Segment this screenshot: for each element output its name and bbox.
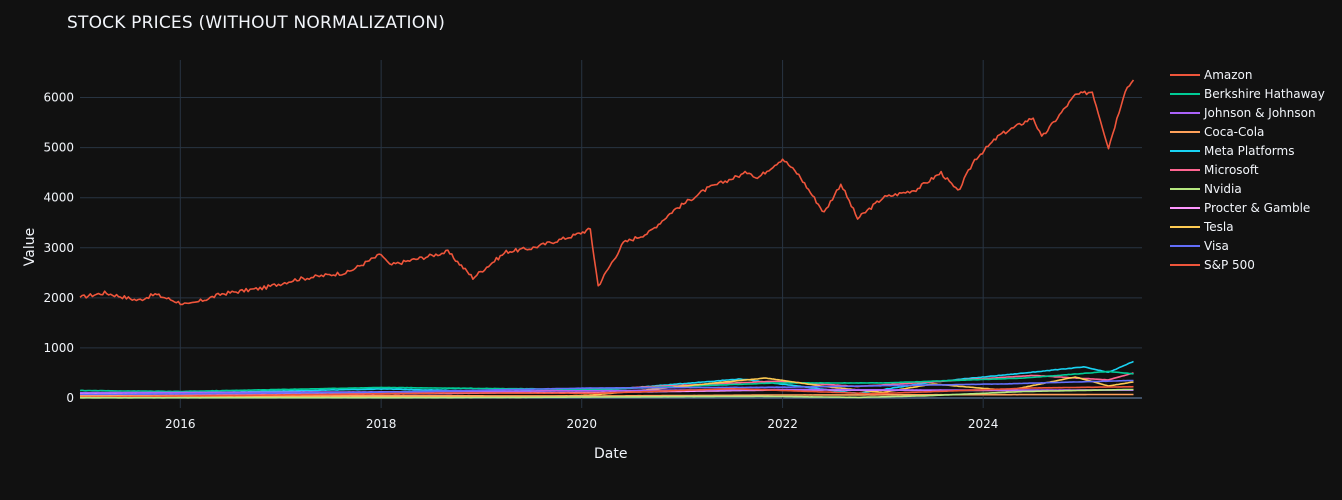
legend-label: Visa — [1204, 238, 1229, 253]
y-tick-label: 1000 — [43, 341, 74, 355]
legend-item[interactable]: Tesla — [1166, 217, 1342, 236]
legend-label: Coca-Cola — [1204, 124, 1265, 139]
series-line-nvidia — [79, 388, 1134, 399]
legend-label: Meta Platforms — [1204, 143, 1295, 158]
x-axis-title: Date — [594, 446, 628, 462]
x-tick-label: 2018 — [366, 417, 397, 431]
legend-item[interactable]: Coca-Cola — [1166, 122, 1342, 141]
y-axis-title: Value — [22, 227, 39, 267]
legend-label: Nvidia — [1204, 181, 1242, 196]
legend-label: Berkshire Hathaway — [1204, 86, 1325, 101]
legend-swatch — [1170, 225, 1200, 228]
legend-label: Procter & Gamble — [1204, 200, 1311, 215]
legend-swatch — [1170, 168, 1200, 171]
series-line-berkshire-hathaway — [79, 370, 1134, 393]
legend-label: Johnson & Johnson — [1204, 105, 1316, 120]
legend-swatch — [1170, 92, 1200, 95]
legend-swatch — [1170, 187, 1200, 190]
legend-label: Amazon — [1204, 67, 1253, 82]
y-tick-label: 2000 — [43, 291, 74, 305]
legend-swatch — [1170, 130, 1200, 133]
chart-title: STOCK PRICES (WITHOUT NORMALIZATION) — [67, 13, 446, 33]
series-lines — [79, 79, 1135, 399]
y-tick-label: 4000 — [43, 191, 74, 205]
y-tick-label: 3000 — [43, 241, 74, 255]
legend-item[interactable]: Nvidia — [1166, 179, 1342, 198]
legend-item[interactable]: Johnson & Johnson — [1166, 103, 1342, 122]
series-line-amazon — [79, 385, 1134, 399]
legend-label: S&P 500 — [1204, 257, 1255, 272]
series-line-visa — [79, 379, 1134, 396]
axis-ticks: 0 1000 2000 3000 4000 5000 6000 2016 2018 2020 202… — [43, 91, 998, 431]
legend-item[interactable]: Microsoft — [1166, 160, 1342, 179]
legend-item[interactable]: Visa — [1166, 236, 1342, 255]
legend-swatch — [1170, 111, 1200, 114]
legend-swatch — [1170, 206, 1200, 209]
x-tick-label: 2022 — [767, 417, 798, 431]
legend[interactable]: Amazon Berkshire Hathaway Johnson & John… — [1166, 65, 1342, 274]
legend-item[interactable]: Berkshire Hathaway — [1166, 84, 1342, 103]
y-tick-label: 6000 — [43, 91, 74, 105]
legend-swatch — [1170, 73, 1200, 76]
x-tick-label: 2024 — [968, 417, 999, 431]
y-tick-label: 5000 — [43, 141, 74, 155]
legend-swatch — [1170, 244, 1200, 247]
grid-lines — [80, 60, 1142, 408]
legend-label: Tesla — [1204, 219, 1234, 234]
legend-item[interactable]: Procter & Gamble — [1166, 198, 1342, 217]
legend-swatch — [1170, 263, 1200, 266]
legend-item[interactable]: Meta Platforms — [1166, 141, 1342, 160]
legend-label: Microsoft — [1204, 162, 1259, 177]
legend-swatch — [1170, 149, 1200, 152]
legend-item[interactable]: S&P 500 — [1166, 255, 1342, 274]
y-tick-label: 0 — [66, 391, 74, 405]
series-line-s-p-500 — [79, 79, 1135, 306]
x-tick-label: 2020 — [566, 417, 597, 431]
legend-item[interactable]: Amazon — [1166, 65, 1342, 84]
x-tick-label: 2016 — [165, 417, 196, 431]
